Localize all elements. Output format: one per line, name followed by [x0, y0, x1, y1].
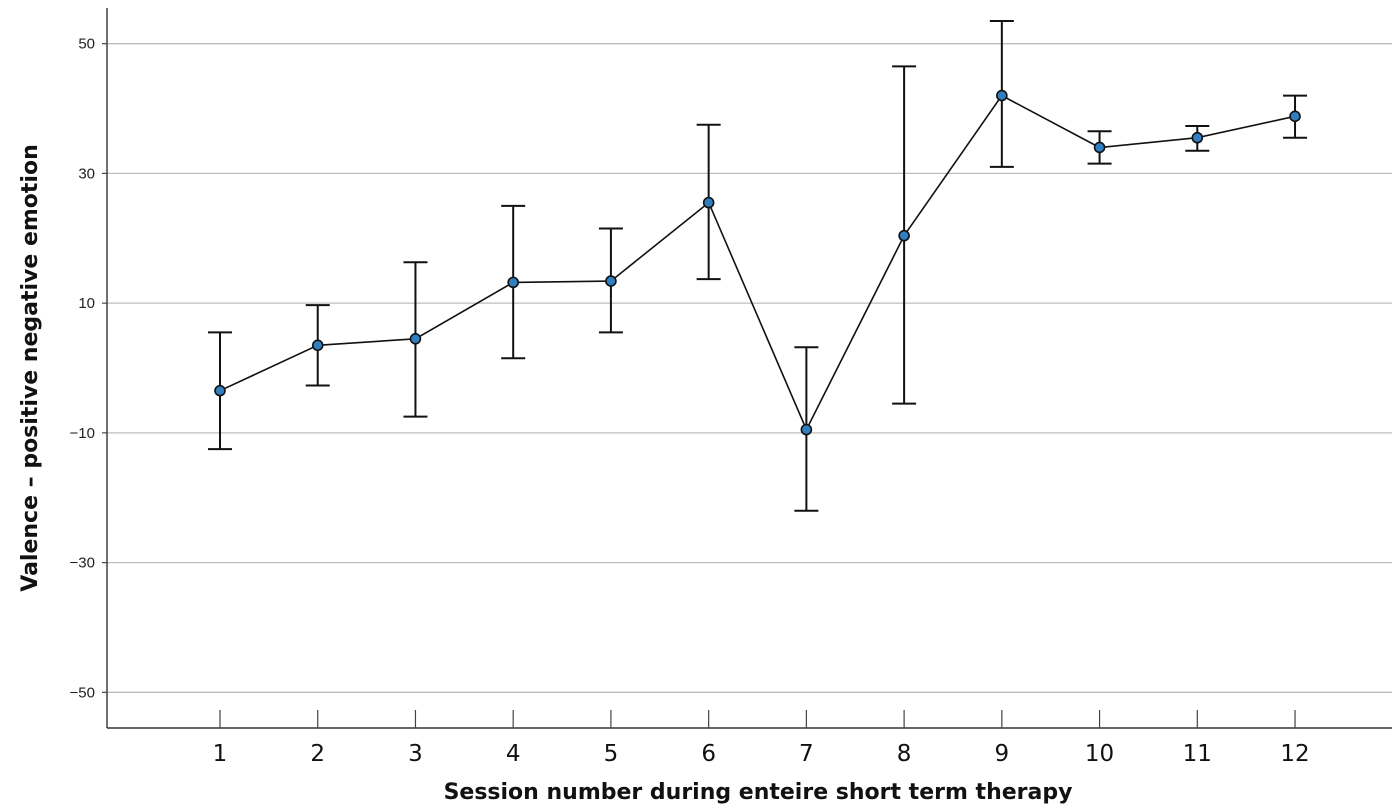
- data-point: [1093, 141, 1106, 154]
- x-tick-label: 12: [1280, 741, 1309, 767]
- y-tick-label: 50: [78, 36, 95, 53]
- data-point: [214, 384, 226, 397]
- data-point: [702, 196, 715, 209]
- data-point: [898, 229, 910, 242]
- x-tick-label: 1: [213, 741, 228, 767]
- x-tick-label: 11: [1183, 741, 1212, 767]
- data-point: [409, 333, 422, 345]
- y-tick-labels: 50 30 10 −10 −30 −50: [70, 36, 107, 701]
- data-points: [214, 89, 1301, 436]
- y-tick-label: 30: [78, 165, 95, 182]
- x-tick-labels: 1 2 3 4 5 6 7 8 9 10 11 12: [213, 710, 1310, 767]
- error-bars: [208, 19, 1308, 512]
- y-axis-title: Valence – positive negative emotion: [18, 144, 43, 592]
- gridlines: [107, 43, 1392, 693]
- x-tick-label: 10: [1085, 741, 1114, 767]
- y-tick-label: −10: [70, 425, 95, 442]
- x-tick-label: 3: [408, 741, 423, 767]
- x-tick-label: 6: [701, 741, 716, 767]
- x-axis-title: Session number during enteire short term…: [444, 780, 1073, 805]
- x-tick-label: 9: [995, 741, 1010, 767]
- data-point: [605, 275, 617, 287]
- y-tick-label: −50: [70, 684, 95, 701]
- data-point: [311, 339, 324, 352]
- data-point: [1289, 110, 1301, 123]
- x-tick-label: 7: [799, 741, 814, 767]
- data-point: [800, 423, 813, 436]
- x-tick-label: 5: [604, 741, 619, 767]
- x-tick-label: 8: [897, 741, 912, 767]
- data-point: [996, 89, 1008, 102]
- y-tick-label: −30: [70, 555, 95, 572]
- series-line: [219, 94, 1296, 432]
- data-point: [507, 276, 519, 289]
- y-tick-label: 10: [78, 295, 95, 312]
- x-tick-label: 2: [310, 741, 325, 767]
- data-point: [1191, 131, 1204, 144]
- x-tick-label: 4: [506, 741, 521, 767]
